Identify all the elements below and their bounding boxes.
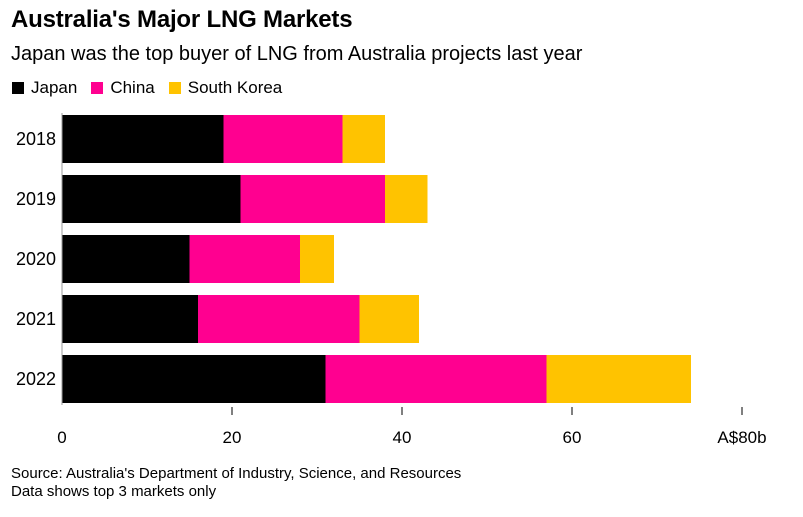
x-tick-label-0: 0 bbox=[57, 428, 66, 447]
x-tick-label-80: A$80b bbox=[717, 428, 766, 447]
bar-south-korea-2018 bbox=[342, 115, 385, 163]
x-tick-label-60: 60 bbox=[563, 428, 582, 447]
chart-subtitle: Japan was the top buyer of LNG from Aust… bbox=[11, 43, 583, 65]
legend: Japan China South Korea bbox=[12, 78, 296, 98]
x-tick-label-40: 40 bbox=[393, 428, 412, 447]
legend-swatch-japan bbox=[12, 82, 24, 94]
category-label-2022: 2022 bbox=[16, 369, 56, 389]
legend-item-japan: Japan bbox=[12, 78, 77, 98]
x-tick-label-20: 20 bbox=[223, 428, 242, 447]
source-note: Source: Australia's Department of Indust… bbox=[11, 465, 462, 482]
legend-label-japan: Japan bbox=[31, 78, 78, 97]
legend-item-china: China bbox=[91, 78, 155, 98]
legend-item-south-korea: South Korea bbox=[168, 78, 283, 98]
bar-japan-2021 bbox=[62, 295, 198, 343]
data-note: Data shows top 3 markets only bbox=[11, 483, 217, 500]
legend-swatch-china bbox=[91, 82, 104, 94]
category-label-2021: 2021 bbox=[16, 309, 56, 329]
bar-china-2022 bbox=[325, 355, 547, 403]
category-label-2020: 2020 bbox=[16, 249, 56, 269]
legend-label-china: China bbox=[110, 78, 155, 97]
bar-japan-2020 bbox=[62, 235, 190, 283]
chart-title: Australia's Major LNG Markets bbox=[11, 6, 353, 33]
bar-japan-2018 bbox=[62, 115, 224, 163]
category-label-2019: 2019 bbox=[16, 189, 56, 209]
legend-swatch-south-korea bbox=[168, 82, 181, 94]
bar-south-korea-2020 bbox=[300, 235, 334, 283]
bar-south-korea-2021 bbox=[359, 295, 419, 343]
footer: Source: Australia's Department of Indust… bbox=[11, 465, 461, 501]
bar-south-korea-2022 bbox=[546, 355, 691, 403]
category-label-2018: 2018 bbox=[16, 129, 56, 149]
bar-china-2020 bbox=[189, 235, 300, 283]
bar-china-2018 bbox=[223, 115, 343, 163]
bar-china-2021 bbox=[198, 295, 360, 343]
legend-label-south-korea: South Korea bbox=[187, 78, 283, 97]
bar-japan-2022 bbox=[62, 355, 326, 403]
bar-china-2019 bbox=[240, 175, 385, 223]
bar-south-korea-2019 bbox=[385, 175, 428, 223]
bar-japan-2019 bbox=[62, 175, 241, 223]
